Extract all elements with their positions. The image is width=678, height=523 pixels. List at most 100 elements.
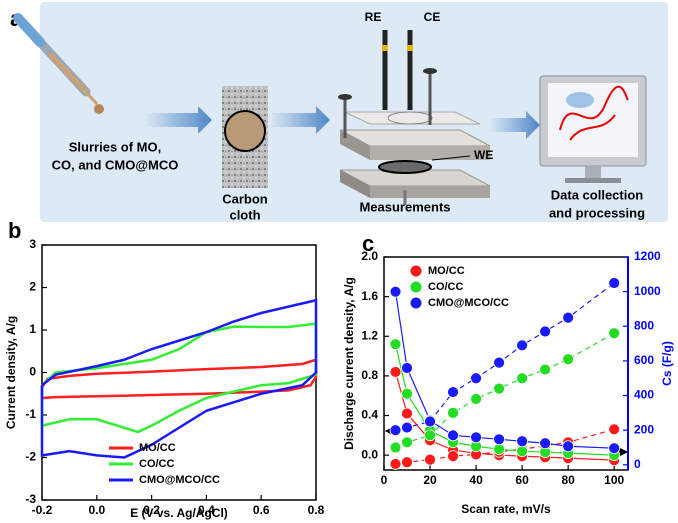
measurement-label: Measurements [359,199,450,214]
data-point [493,443,505,456]
data-point-y2 [389,458,402,470]
y-tick-label: 3 [29,237,36,251]
legend-label: MO/CC [428,265,465,277]
data-point [608,442,621,455]
x-tick-label: 40 [469,473,483,487]
y2-tick-label: 1200 [634,249,661,263]
x-tick-label: 0 [381,473,388,487]
data-point-y2 [424,453,436,466]
data-point-y2 [608,423,621,436]
y-tick-label: 1.2 [361,328,378,342]
legend-label: MO/CC [139,442,176,454]
y2-axis-label: Cs (F/g) [660,341,674,386]
y-axis-label: Current density, A/g [4,316,18,429]
data-point-y2 [424,429,436,442]
data-point-y2 [539,325,552,338]
legend-swatch [410,297,422,309]
y2-tick-label: 1000 [634,284,661,298]
data-point [401,362,413,374]
x-axis-label: E (V vs. Ag/AgCl) [130,506,228,520]
x-tick-label: 80 [561,473,575,487]
data-point-y2 [539,363,552,376]
y-tick-label: 0 [29,365,36,379]
data-point [447,429,459,442]
data-point [539,437,552,450]
data-point [493,433,505,446]
y-tick-label: -3 [25,492,36,506]
slurry-label: CO, and CMO@MCO [52,157,179,172]
substrate-label: Carbon [222,191,268,206]
x-axis-label: Scan rate, mV/s [461,502,551,516]
arrow [270,106,330,134]
legend-label: CMO@MCO/CC [428,297,509,309]
x-tick-label: 0.0 [88,503,105,517]
data-point [389,338,402,351]
series-line-y2 [395,428,615,465]
data-point [516,445,529,458]
x-tick-label: 60 [515,473,529,487]
output-label: and processing [549,205,645,220]
output-label: Data collection [551,187,644,202]
data-point-y2 [401,456,413,469]
data-point-y2 [493,382,505,395]
data-point-y2 [389,441,402,454]
series-line [40,298,318,459]
data-point-y2 [608,277,621,289]
pipette [13,13,104,114]
electrode-label: WE [474,148,493,162]
x-tick-label: 0.4 [198,503,215,517]
computer [539,75,647,183]
panel-label: b [8,218,21,243]
y-tick-label: -1 [25,407,36,421]
carbon-cloth [222,86,268,188]
y-tick-label: 0.0 [361,447,378,461]
series-line [40,322,318,434]
data-point-y2 [608,327,621,340]
y-axis-label: Discharge current density, A/g [342,277,356,450]
data-point-y2 [389,424,402,437]
data-point-y2 [470,372,482,385]
y-tick-label: 1 [29,322,36,336]
arrow [490,111,540,139]
y-tick-label: 0.4 [361,408,378,422]
y-tick-label: 2 [29,280,36,294]
data-point-y2 [562,311,575,324]
legend-swatch [410,265,422,277]
substrate-label: cloth [229,207,260,222]
data-point-y2 [447,386,459,398]
legend-label: CMO@MCO/CC [139,474,220,486]
electrode-label: CE [424,10,441,24]
data-point [389,366,402,378]
plot-frame [41,244,317,501]
y2-tick-label: 0 [634,457,641,471]
y2-tick-label: 200 [634,422,654,436]
x-tick-label: 100 [604,473,624,487]
y-tick-label: -2 [25,450,36,464]
data-point-y2 [401,436,413,449]
data-point-y2 [447,406,459,419]
data-point [470,431,482,444]
slurry-label: Slurries of MO, [69,139,161,154]
x-tick-label: 0.6 [253,503,270,517]
data-point-y2 [401,421,413,434]
data-point-y2 [493,356,505,369]
data-point-y2 [470,393,482,405]
series-line [394,291,615,449]
data-point-y2 [562,353,575,366]
y-tick-label: 1.6 [361,289,378,303]
arrow [145,106,212,134]
data-point-y2 [516,372,529,385]
data-point-y2 [447,450,459,463]
panel-label: c [362,231,374,256]
measurement-cell [338,30,491,205]
x-tick-label: 20 [423,473,437,487]
data-point-y2 [424,415,436,428]
x-tick-label: 0.8 [308,503,325,517]
x-tick-label: 0.2 [143,503,160,517]
data-point [389,285,402,298]
y-tick-label: 0.8 [361,368,378,382]
data-point [562,440,575,453]
data-point [401,387,413,400]
series-line-y2 [395,332,615,449]
